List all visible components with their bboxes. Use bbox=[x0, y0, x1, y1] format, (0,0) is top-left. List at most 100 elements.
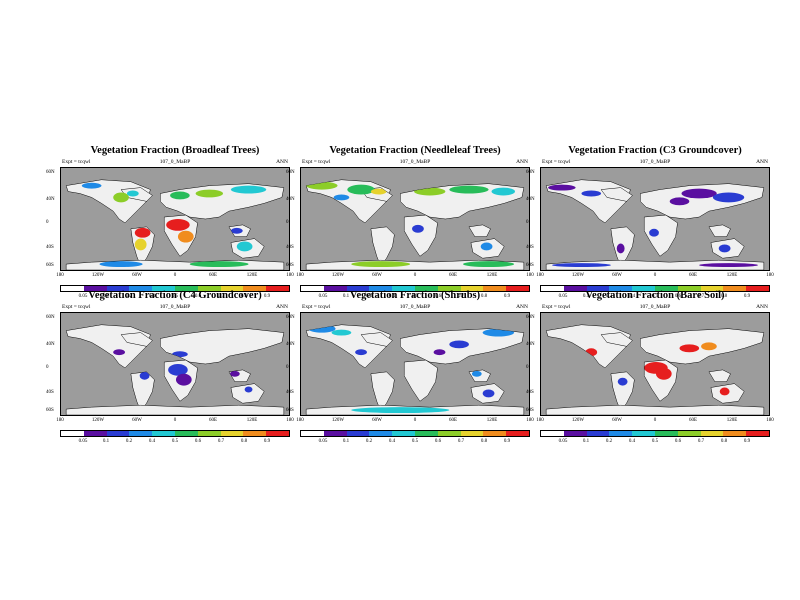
lon-tick-label: 180 bbox=[296, 273, 304, 278]
land-mass bbox=[65, 259, 285, 270]
colorbar-tick-label: 0.4 bbox=[388, 294, 396, 299]
season-label: ANN bbox=[276, 159, 288, 165]
lat-tick-label: 40N bbox=[526, 197, 535, 202]
colorbar-tick-label: 0.1 bbox=[102, 294, 110, 299]
chart-panel: Vegetation Fraction (Bare Soil) Expt = tc… bbox=[526, 290, 774, 450]
data-patch bbox=[177, 230, 194, 243]
colorbar-tick-label: 0.4 bbox=[148, 439, 156, 444]
map-svg bbox=[302, 313, 528, 415]
colorbar-segment bbox=[323, 431, 347, 436]
lon-tick-label: 120W bbox=[571, 273, 585, 278]
colorbar-segment bbox=[414, 431, 438, 436]
map-area bbox=[60, 312, 290, 416]
lat-tick-label: 40N bbox=[46, 342, 55, 347]
lon-tick-label: 180 bbox=[766, 418, 774, 423]
colorbar-segment bbox=[632, 431, 655, 436]
lon-tick-label: 60W bbox=[372, 273, 382, 278]
run-label: 107_0_MaBP bbox=[399, 159, 431, 165]
chart-panel: Vegetation Fraction (Shrubs) Expt = tcqwl… bbox=[286, 290, 534, 450]
lon-tick-label: 0 bbox=[173, 418, 177, 423]
colorbar-segment bbox=[632, 286, 655, 291]
colorbar-tick-label: 0.9 bbox=[263, 439, 271, 444]
colorbar-segment bbox=[197, 286, 221, 291]
lat-tick-label: 40N bbox=[526, 342, 535, 347]
colorbar-segment bbox=[609, 286, 633, 291]
lat-tick-label: 0 bbox=[286, 220, 289, 225]
colorbar-segment bbox=[723, 286, 747, 291]
season-label: ANN bbox=[516, 304, 528, 310]
colorbar-segment bbox=[437, 431, 461, 436]
colorbar-tick-label: 0.1 bbox=[582, 439, 590, 444]
colorbar-tick-label: 0.1 bbox=[102, 439, 110, 444]
data-patch bbox=[701, 342, 717, 351]
colorbar-segment bbox=[61, 431, 84, 436]
colorbar-segment bbox=[677, 431, 701, 436]
season-label: ANN bbox=[756, 159, 768, 165]
data-patch bbox=[81, 182, 102, 189]
lon-tick-label: 120W bbox=[571, 418, 585, 423]
lon-tick-label: 180 bbox=[56, 418, 64, 423]
colorbar-tick-label: 0.8 bbox=[240, 294, 248, 299]
lat-tick-label: 40N bbox=[286, 342, 295, 347]
colorbar-tick-label: 0.5 bbox=[171, 294, 179, 299]
colorbar-segment bbox=[266, 431, 289, 436]
lon-tick-label: 60E bbox=[208, 273, 218, 278]
colorbar-tick-label: 0.2 bbox=[125, 439, 133, 444]
map-area bbox=[300, 312, 530, 416]
data-patch bbox=[230, 227, 243, 234]
map-svg bbox=[62, 313, 288, 415]
lon-tick-label: 180 bbox=[766, 273, 774, 278]
data-patch bbox=[175, 373, 192, 386]
lat-tick-label: 60S bbox=[286, 408, 294, 413]
lat-tick-label: 40S bbox=[46, 245, 54, 250]
colorbar-segment bbox=[220, 286, 244, 291]
colorbar-segment bbox=[301, 286, 324, 291]
colorbar-segment bbox=[83, 286, 107, 291]
colorbar-tick-label: 0.2 bbox=[605, 294, 613, 299]
data-patch bbox=[347, 184, 375, 195]
data-patch bbox=[230, 185, 267, 194]
colorbar-tick-label: 0.8 bbox=[480, 294, 488, 299]
lat-tick-label: 60S bbox=[286, 263, 294, 268]
colorbar-tick-label: 0.5 bbox=[651, 439, 659, 444]
land-mass bbox=[468, 224, 491, 237]
colorbar-segment bbox=[369, 431, 393, 436]
colorbar-tick-label: 0.5 bbox=[651, 294, 659, 299]
experiment-label: Expt = tcqwl bbox=[62, 159, 91, 165]
colorbar-tick-label: 0.9 bbox=[743, 294, 751, 299]
data-patch bbox=[370, 188, 387, 195]
land-mass bbox=[640, 183, 765, 220]
data-patch bbox=[433, 349, 446, 356]
data-patch bbox=[414, 187, 446, 196]
data-patch bbox=[491, 187, 516, 196]
colorbar-tick-label: 0.9 bbox=[743, 439, 751, 444]
colorbar-tick-label: 0.2 bbox=[365, 439, 373, 444]
lon-tick-label: 0 bbox=[653, 418, 657, 423]
colorbar-segment bbox=[106, 431, 130, 436]
colorbar-tick-label: 0.2 bbox=[605, 439, 613, 444]
lon-tick-label: 120E bbox=[246, 273, 258, 278]
lon-tick-label: 180 bbox=[296, 418, 304, 423]
colorbar-tick-label: 0.6 bbox=[434, 439, 442, 444]
lat-tick-label: 60S bbox=[46, 408, 54, 413]
lon-tick-label: 0 bbox=[653, 273, 657, 278]
colorbar-tick-label: 0.8 bbox=[720, 439, 728, 444]
data-patch bbox=[719, 387, 730, 396]
chart-panel: Vegetation Fraction (C4 Groundcover) Expt… bbox=[46, 290, 294, 450]
data-patch bbox=[113, 192, 129, 203]
lon-tick-label: 60W bbox=[372, 418, 382, 423]
colorbar-segment bbox=[61, 286, 84, 291]
colorbar-segment bbox=[129, 286, 153, 291]
data-patch bbox=[699, 263, 758, 268]
colorbar-segment bbox=[220, 431, 244, 436]
chart-panel: Vegetation Fraction (Broadleaf Trees) Exp… bbox=[46, 145, 294, 305]
colorbar-segment bbox=[243, 431, 267, 436]
colorbar-tick-label: 0.05 bbox=[78, 294, 88, 299]
experiment-label: Expt = tcqwl bbox=[302, 159, 331, 165]
lon-tick-label: 60W bbox=[612, 418, 622, 423]
data-patch bbox=[669, 197, 690, 206]
lon-tick-label: 0 bbox=[413, 273, 417, 278]
lat-tick-label: 0 bbox=[526, 365, 529, 370]
data-patch bbox=[552, 263, 611, 268]
data-patch bbox=[681, 188, 717, 199]
